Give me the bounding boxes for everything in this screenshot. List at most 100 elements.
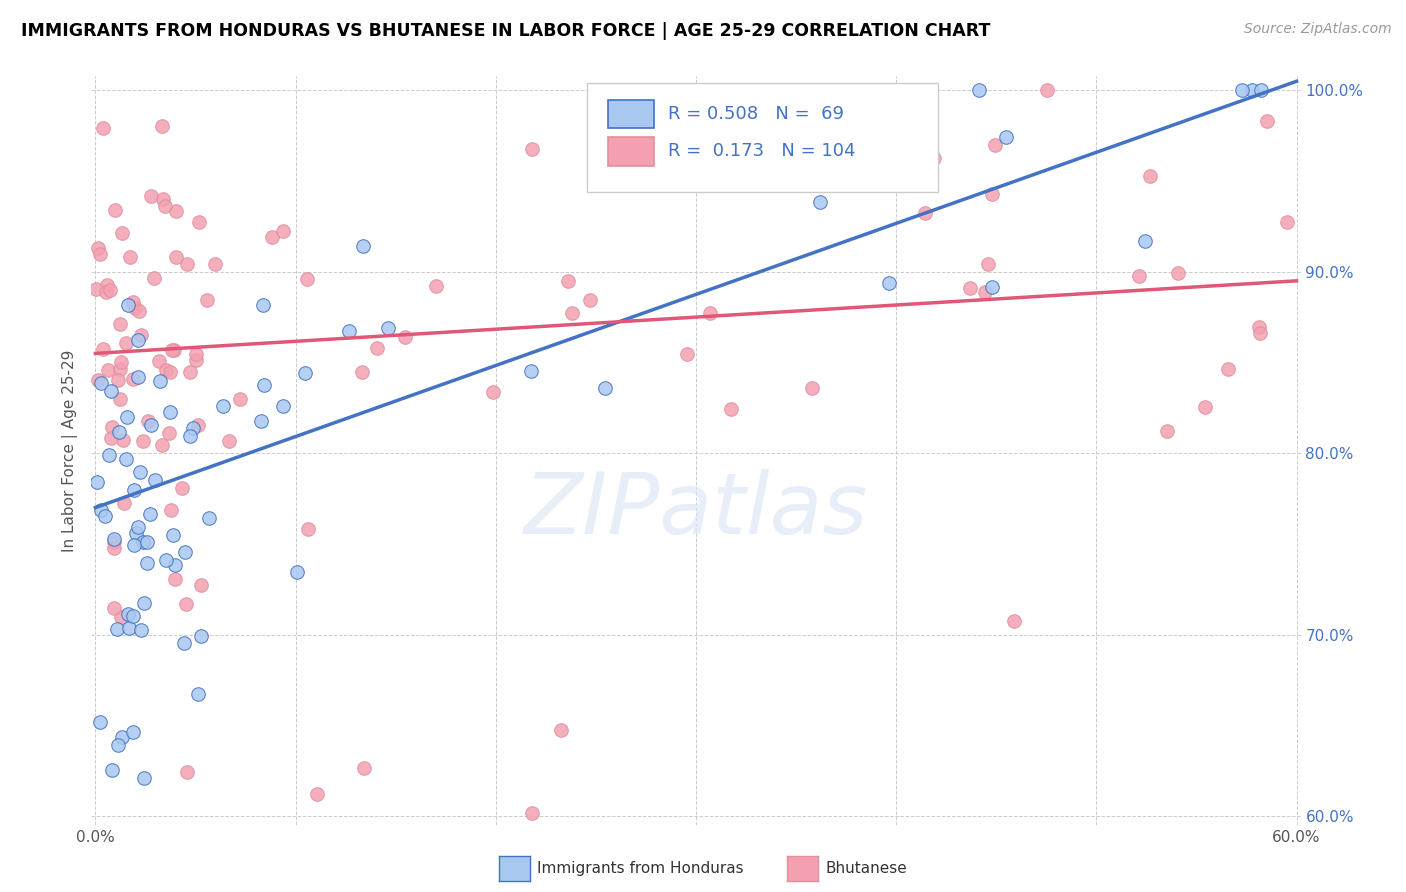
Text: Bhutanese: Bhutanese <box>825 862 907 876</box>
Point <box>520 142 543 156</box>
Point <box>136 556 159 570</box>
Point <box>252 298 274 312</box>
Point <box>125 525 148 540</box>
Point <box>1167 266 1189 280</box>
Point <box>103 541 125 555</box>
Point <box>1249 320 1271 334</box>
Y-axis label: In Labor Force | Age 25-29: In Labor Force | Age 25-29 <box>62 350 77 551</box>
Point <box>922 151 945 165</box>
Point <box>350 365 373 379</box>
Point <box>103 535 125 549</box>
Point <box>94 508 117 523</box>
Point <box>159 365 181 379</box>
Point <box>84 282 107 296</box>
Point <box>481 385 503 400</box>
Point <box>124 301 146 315</box>
Point <box>139 417 162 432</box>
Point <box>143 473 166 487</box>
Point <box>142 271 165 285</box>
Point <box>550 723 572 737</box>
Point <box>131 534 153 549</box>
Point <box>337 325 360 339</box>
Point <box>179 365 201 379</box>
Point <box>218 434 240 449</box>
Point <box>94 285 117 299</box>
Point <box>129 327 152 342</box>
Point <box>104 202 127 217</box>
Point <box>90 503 112 517</box>
Point <box>172 481 194 495</box>
Point <box>107 738 129 752</box>
Point <box>127 333 149 347</box>
Point <box>117 409 139 424</box>
Point <box>271 399 294 413</box>
Point <box>720 402 742 417</box>
Point <box>132 434 155 448</box>
Point <box>121 372 143 386</box>
Point <box>165 558 187 572</box>
Point <box>877 276 900 290</box>
Point <box>520 364 543 378</box>
Point <box>100 431 122 445</box>
Point <box>1277 215 1299 229</box>
Point <box>108 317 131 331</box>
Point <box>1035 83 1057 97</box>
Point <box>121 608 143 623</box>
Point <box>1256 113 1278 128</box>
Point <box>188 214 211 228</box>
Point <box>122 295 145 310</box>
Point <box>107 373 129 387</box>
Point <box>801 381 824 395</box>
Point <box>89 246 111 260</box>
Text: ZIPatlas: ZIPatlas <box>524 469 868 552</box>
Point <box>110 362 132 376</box>
Text: IMMIGRANTS FROM HONDURAS VS BHUTANESE IN LABOR FORCE | AGE 25-29 CORRELATION CHA: IMMIGRANTS FROM HONDURAS VS BHUTANESE IN… <box>21 22 990 40</box>
Point <box>174 597 197 611</box>
Point <box>152 192 174 206</box>
Text: R = 0.508   N =  69: R = 0.508 N = 69 <box>668 105 844 123</box>
Point <box>1249 326 1271 341</box>
Point <box>1194 400 1216 414</box>
Point <box>676 347 699 361</box>
Point <box>262 230 284 244</box>
Point <box>98 283 121 297</box>
Point <box>129 623 152 637</box>
Point <box>105 622 128 636</box>
Point <box>87 241 110 255</box>
Point <box>190 629 212 643</box>
Point <box>111 433 134 447</box>
Point <box>120 250 142 264</box>
Point <box>136 413 159 427</box>
Bar <box>607 137 654 166</box>
Point <box>699 306 721 320</box>
Point <box>103 532 125 546</box>
Point <box>250 414 273 428</box>
Point <box>914 206 936 220</box>
Point <box>1230 83 1253 97</box>
Point <box>163 343 186 357</box>
Point <box>294 366 316 380</box>
Point <box>176 764 198 779</box>
Point <box>96 278 118 293</box>
Point <box>134 596 156 610</box>
Point <box>295 271 318 285</box>
Point <box>366 341 388 355</box>
Point <box>165 203 187 218</box>
Point <box>159 404 181 418</box>
Point <box>90 376 112 391</box>
Point <box>128 304 150 318</box>
Point <box>149 374 172 388</box>
Point <box>1250 83 1272 97</box>
Point <box>100 384 122 398</box>
Point <box>353 761 375 775</box>
Point <box>984 137 1007 152</box>
Point <box>117 298 139 312</box>
Point <box>150 119 173 133</box>
Point <box>522 805 544 820</box>
Point <box>285 566 308 580</box>
Point <box>132 771 155 785</box>
Point <box>981 186 1004 201</box>
Point <box>157 425 180 440</box>
Point <box>229 392 252 406</box>
Point <box>98 448 121 462</box>
